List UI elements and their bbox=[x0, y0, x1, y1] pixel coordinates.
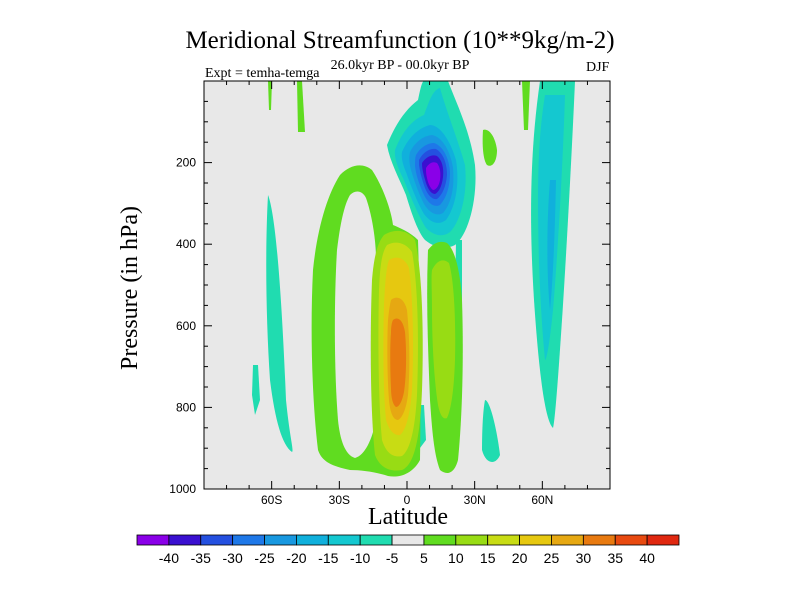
colorbar-swatch bbox=[232, 534, 265, 546]
colorbar-label: 5 bbox=[420, 550, 428, 566]
colorbar-label: 25 bbox=[544, 550, 560, 566]
chart-subtitle: 26.0kyr BP - 00.0kyr BP bbox=[330, 58, 470, 73]
y-tick-label: 600 bbox=[176, 319, 196, 333]
contour-pos5-top-left-sliver bbox=[268, 81, 272, 110]
y-tick-label: 1000 bbox=[169, 482, 196, 496]
colorbar-swatch bbox=[423, 534, 457, 546]
colorbar-swatch bbox=[296, 534, 329, 546]
season-label: DJF bbox=[586, 60, 610, 75]
colorbar-swatch bbox=[200, 534, 234, 546]
colorbar-label: 20 bbox=[512, 550, 528, 566]
colorbar-swatch bbox=[487, 534, 520, 546]
colorbar-label: 35 bbox=[607, 550, 623, 566]
contour-neg5-left-tail bbox=[252, 365, 260, 415]
colorbar-swatch bbox=[646, 534, 680, 546]
y-tick-label: 400 bbox=[176, 237, 196, 251]
experiment-label: Expt = temha-temga bbox=[205, 66, 320, 81]
chart-title: Meridional Streamfunction (10**9kg/m-2) bbox=[185, 27, 615, 54]
x-tick-label: 60N bbox=[531, 493, 553, 507]
colorbar-swatch bbox=[359, 534, 393, 546]
contour-fill-group bbox=[252, 81, 575, 477]
colorbar-label: -5 bbox=[386, 550, 399, 566]
colorbar-label: -15 bbox=[318, 550, 338, 566]
y-tick-label: 800 bbox=[176, 400, 196, 414]
colorbar-swatch bbox=[391, 534, 425, 546]
contour-gap-inner-left bbox=[334, 191, 376, 458]
contour-pos5-top-left bbox=[297, 81, 305, 132]
contour-pos5-top-right bbox=[482, 129, 497, 166]
colorbar-swatch bbox=[614, 534, 648, 546]
contour-pos30-core bbox=[390, 318, 407, 407]
x-tick-label: 60S bbox=[261, 493, 282, 507]
colorbar-label: 40 bbox=[639, 550, 655, 566]
colorbar-label: -30 bbox=[223, 550, 243, 566]
colorbar-swatch bbox=[327, 534, 361, 546]
colorbar-label: -25 bbox=[254, 550, 274, 566]
axes-group: 200 400 600 800 1000 60S 30S 0 30N 60N bbox=[169, 81, 610, 507]
colorbar-label: 15 bbox=[480, 550, 496, 566]
contour-neg5-left-band bbox=[266, 195, 293, 452]
contour-pos10-right-branch bbox=[431, 260, 456, 419]
colorbar-swatch bbox=[264, 534, 297, 546]
colorbar-swatch bbox=[519, 534, 552, 546]
colorbar-label: -20 bbox=[286, 550, 306, 566]
colorbar-swatch bbox=[136, 534, 170, 546]
colorbar-label: 10 bbox=[448, 550, 464, 566]
colorbar: -40 -35 -30 -25 -20 -15 -10 -5 5 10 15 20 25 30 35 40 bbox=[136, 534, 680, 566]
colorbar-label: -40 bbox=[159, 550, 179, 566]
colorbar-swatch bbox=[455, 534, 489, 546]
contour-neg5-lower-right bbox=[482, 400, 500, 462]
x-tick-label: 30S bbox=[329, 493, 350, 507]
contour-neg15-far-right bbox=[547, 180, 556, 310]
x-axis-label: Latitude bbox=[368, 504, 448, 530]
colorbar-swatch bbox=[168, 534, 202, 546]
x-tick-label: 0 bbox=[404, 493, 411, 507]
colorbar-swatch bbox=[582, 534, 616, 546]
colorbar-label: -35 bbox=[191, 550, 211, 566]
colorbar-label: 30 bbox=[576, 550, 592, 566]
colorbar-swatch bbox=[551, 534, 584, 546]
y-tick-label: 200 bbox=[176, 156, 196, 170]
contour-neg40-upper-core bbox=[426, 162, 441, 190]
colorbar-label: -10 bbox=[350, 550, 370, 566]
contour-pos5-top-far-right bbox=[522, 81, 530, 130]
x-tick-label: 30N bbox=[464, 493, 486, 507]
